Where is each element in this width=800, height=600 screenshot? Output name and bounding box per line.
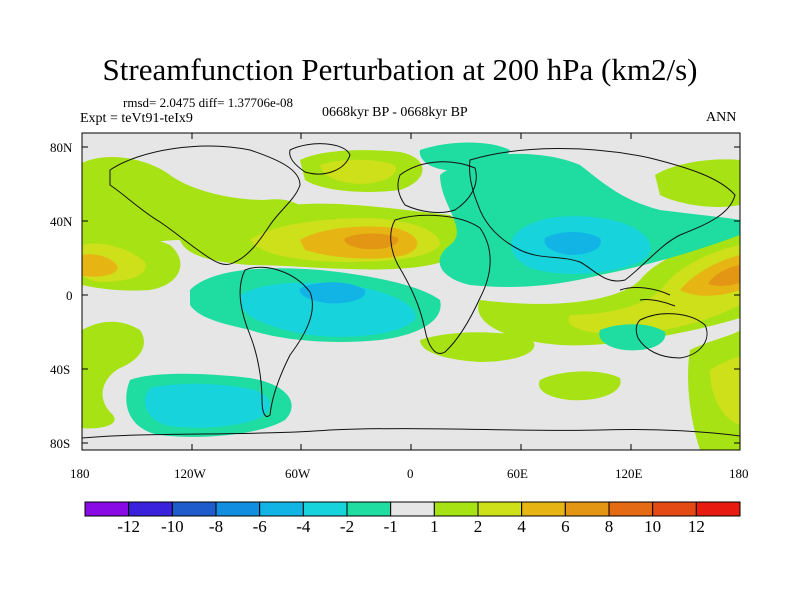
colorbar-label: 8 xyxy=(604,517,614,536)
colorbar-label: 1 xyxy=(430,517,439,536)
lat-label-80s: 80S xyxy=(50,436,71,451)
lat-label-80n: 80N xyxy=(50,140,73,155)
contour-pos-north-asia xyxy=(655,159,740,207)
lat-ticks xyxy=(82,146,740,444)
contour-neg-weak-south-indian xyxy=(599,324,666,351)
colorbar-label: 2 xyxy=(473,517,483,536)
coast-greenland xyxy=(289,143,351,175)
coast-indonesia xyxy=(619,287,676,307)
contour-neg-strong-south-atlantic xyxy=(299,282,366,304)
colorbar-label: -10 xyxy=(160,517,184,536)
colorbar-label: -8 xyxy=(208,517,224,536)
lon-ticks xyxy=(81,133,741,450)
colorbar-swatch xyxy=(84,501,130,517)
contour-pos-east-pacific-mid xyxy=(568,245,740,335)
coastlines xyxy=(82,143,740,439)
contour-pos-south-atlantic-small xyxy=(538,371,621,401)
colorbar-label: -4 xyxy=(296,517,311,536)
colorbar-label: -2 xyxy=(339,517,355,536)
contour-pos-west-pacific-core xyxy=(82,254,118,277)
contour-neg-mid-south-pacific xyxy=(145,383,270,428)
colorbar-label: 10 xyxy=(644,517,662,536)
contour-neg-weak-north-asia xyxy=(419,142,510,170)
colorbar-swatch xyxy=(390,501,435,517)
contour-pos-core-north-atlantic xyxy=(344,233,399,250)
lon-label-180e: 180 xyxy=(729,466,749,481)
colorbar-swatch xyxy=(652,501,697,517)
colorbar-swatch xyxy=(302,501,348,517)
period-label: 0668kyr BP - 0668kyr BP xyxy=(322,105,468,120)
lat-label-40n: 40N xyxy=(50,214,73,229)
lat-label-40s: 40S xyxy=(50,362,71,377)
coast-australia xyxy=(635,313,708,359)
contour-field xyxy=(82,133,740,450)
contour-pos-south-pacific-east-mid xyxy=(710,356,740,425)
contour-neg-strong-eurasia xyxy=(544,232,601,255)
colorbar-swatch xyxy=(695,501,741,517)
colorbar-swatch xyxy=(477,501,523,517)
contour-neg-mid-south-atlantic xyxy=(240,282,416,337)
colorbar-label: -1 xyxy=(383,517,398,536)
colorbar-swatch xyxy=(171,501,217,517)
colorbar-swatch xyxy=(433,501,479,517)
contour-pos-arctic-atlantic-mid xyxy=(320,159,396,184)
colorbar-label: -12 xyxy=(117,517,140,536)
colorbar-label: 6 xyxy=(561,517,570,536)
contour-pos-southern-indian xyxy=(420,332,535,362)
colorbar-swatch xyxy=(564,501,610,517)
coast-antarctica xyxy=(82,428,740,439)
coast-south-america xyxy=(239,266,313,417)
colorbar-swatch xyxy=(128,501,173,517)
colorbar-swatch xyxy=(259,501,304,517)
colorbar-label: 4 xyxy=(517,517,526,536)
lon-label-60w: 60W xyxy=(285,466,311,481)
plot-title: Streamfunction Perturbation at 200 hPa (… xyxy=(102,52,698,87)
coast-africa xyxy=(390,214,491,354)
lon-label-180w: 180 xyxy=(70,466,90,481)
colorbar-swatch xyxy=(521,501,566,517)
colorbar-swatch xyxy=(608,501,654,517)
colorbar xyxy=(84,501,741,517)
colorbar-swatch xyxy=(346,501,392,517)
colorbar-label: -6 xyxy=(252,517,267,536)
season-label: ANN xyxy=(706,110,737,125)
lat-label-0: 0 xyxy=(66,288,73,303)
colorbar-swatch xyxy=(215,501,261,517)
contour-pos-south-pacific xyxy=(82,321,144,429)
coast-asia xyxy=(469,148,736,282)
lon-label-60e: 60E xyxy=(507,466,528,481)
contour-pos-east-pacific-core xyxy=(708,265,740,286)
coast-north-america xyxy=(109,145,301,265)
experiment-label: Expt = teVt91-teIx9 xyxy=(80,111,193,126)
coast-europe xyxy=(397,161,477,213)
lon-label-0: 0 xyxy=(407,466,414,481)
colorbar-label: 12 xyxy=(687,517,705,536)
lon-label-120e: 120E xyxy=(615,466,643,481)
lon-label-120w: 120W xyxy=(174,466,206,481)
stats-text: rmsd= 2.0475 diff= 1.37706e-08 xyxy=(123,95,294,110)
